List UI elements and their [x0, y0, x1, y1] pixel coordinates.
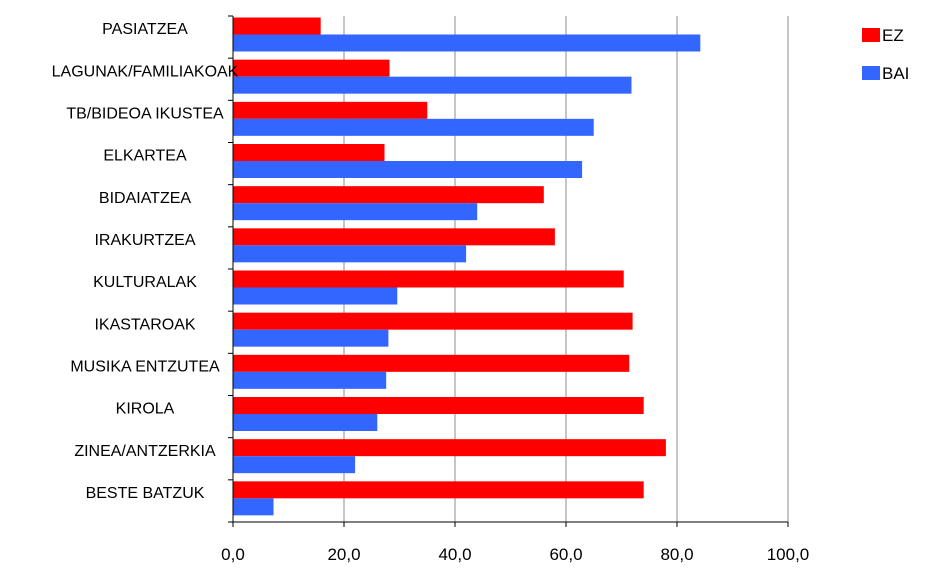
bar-bai: [233, 118, 594, 136]
bar-ez: [233, 397, 644, 414]
category-label: IKASTAROAK: [94, 316, 195, 333]
bar-bai: [233, 203, 478, 221]
legend-swatch-ez: [862, 28, 880, 42]
bar-bai: [233, 414, 378, 431]
category-labels: PASIATZEA LAGUNAK/FAMILIAKOAK TB/BIDEOA IK…: [52, 21, 239, 502]
category-label: KULTURALAK: [93, 274, 197, 291]
category-label: PASIATZEA: [102, 21, 188, 38]
category-label: IRAKURTZEA: [94, 232, 195, 249]
bar-ez: [233, 144, 385, 161]
bar-bai: [233, 456, 356, 474]
legend-label-ez: EZ: [882, 26, 904, 45]
x-tick-label: 20,0: [327, 545, 360, 564]
bars: [233, 17, 701, 516]
category-label: MUSIKA ENTZUTEA: [70, 358, 220, 375]
category-label: ELKARTEA: [103, 148, 187, 165]
category-label: BESTE BATZUK: [86, 485, 205, 502]
bar-bai: [233, 371, 387, 389]
bar-ez: [233, 312, 633, 330]
bar-ez: [233, 228, 555, 246]
category-label: KIROLA: [116, 401, 175, 418]
x-tick-label: 40,0: [438, 545, 471, 564]
axes: [228, 15, 789, 527]
bar-ez: [233, 17, 321, 35]
legend-label-bai: BAI: [882, 64, 909, 83]
legend-swatch-bai: [862, 66, 880, 80]
bar-bai: [233, 287, 398, 305]
gridlines: [343, 16, 789, 522]
category-label: TB/BIDEOA IKUSTEA: [66, 105, 224, 122]
category-label: ZINEA/ANTZERKIA: [74, 443, 216, 460]
bar-ez: [233, 101, 428, 119]
x-tick-label: 80,0: [660, 545, 693, 564]
x-tick-label: 100,0: [767, 545, 810, 564]
x-tick-label: 60,0: [549, 545, 582, 564]
category-label: LAGUNAK/FAMILIAKOAK: [52, 63, 239, 80]
x-tick-label: 0,0: [221, 545, 245, 564]
bar-ez: [233, 186, 544, 204]
bar-bai: [233, 329, 389, 347]
bar-ez: [233, 59, 390, 77]
bar-bai: [233, 245, 467, 263]
bar-bai: [233, 34, 701, 52]
bar-bai: [233, 498, 274, 516]
bar-ez: [233, 270, 624, 288]
bar-bai: [233, 161, 583, 178]
x-tick-labels: 0,0 20,0 40,0 60,0 80,0 100,0: [221, 545, 809, 564]
bar-ez: [233, 354, 630, 372]
bar-ez: [233, 481, 644, 499]
bar-ez: [233, 439, 666, 457]
category-label: BIDAIATZEA: [99, 190, 191, 207]
bar-bai: [233, 76, 632, 94]
legend: EZ BAI: [862, 26, 909, 83]
